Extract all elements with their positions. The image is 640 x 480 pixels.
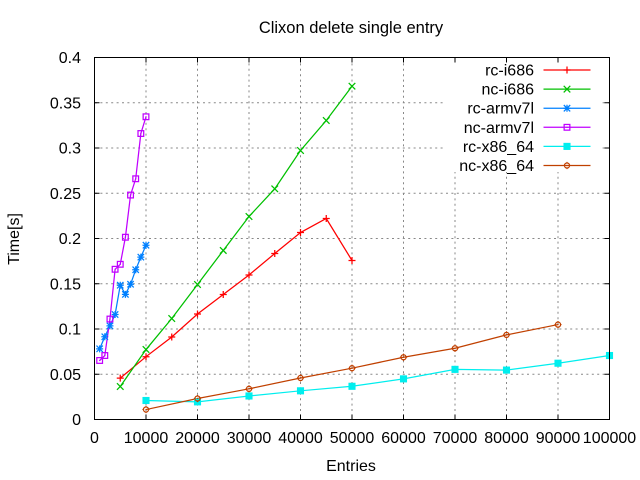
svg-text:0.4: 0.4 <box>59 50 81 67</box>
svg-text:90000: 90000 <box>536 430 581 447</box>
svg-text:0: 0 <box>90 430 99 447</box>
svg-text:nc-i686: nc-i686 <box>482 82 535 99</box>
svg-text:70000: 70000 <box>433 430 478 447</box>
svg-text:0.35: 0.35 <box>50 95 81 112</box>
svg-text:10000: 10000 <box>124 430 169 447</box>
svg-text:0.3: 0.3 <box>59 141 81 158</box>
svg-text:40000: 40000 <box>278 430 323 447</box>
svg-text:rc-x86_64: rc-x86_64 <box>463 139 534 156</box>
svg-text:Entries: Entries <box>326 458 376 475</box>
svg-text:20000: 20000 <box>175 430 220 447</box>
svg-text:0.05: 0.05 <box>50 367 81 384</box>
svg-text:0.2: 0.2 <box>59 231 81 248</box>
svg-text:0.25: 0.25 <box>50 186 81 203</box>
svg-text:Time[s]: Time[s] <box>6 213 23 265</box>
svg-text:nc-armv7l: nc-armv7l <box>464 120 534 137</box>
svg-text:rc-armv7l: rc-armv7l <box>467 101 534 118</box>
svg-text:100000: 100000 <box>583 430 636 447</box>
svg-text:60000: 60000 <box>381 430 426 447</box>
svg-text:50000: 50000 <box>330 430 375 447</box>
svg-text:30000: 30000 <box>227 430 272 447</box>
svg-text:Clixon delete single entry: Clixon delete single entry <box>259 19 444 37</box>
svg-text:0: 0 <box>72 412 81 429</box>
svg-text:0.15: 0.15 <box>50 276 81 293</box>
svg-text:80000: 80000 <box>484 430 529 447</box>
svg-text:nc-x86_64: nc-x86_64 <box>459 158 534 175</box>
svg-text:rc-i686: rc-i686 <box>485 63 534 80</box>
svg-text:0.1: 0.1 <box>59 322 81 339</box>
